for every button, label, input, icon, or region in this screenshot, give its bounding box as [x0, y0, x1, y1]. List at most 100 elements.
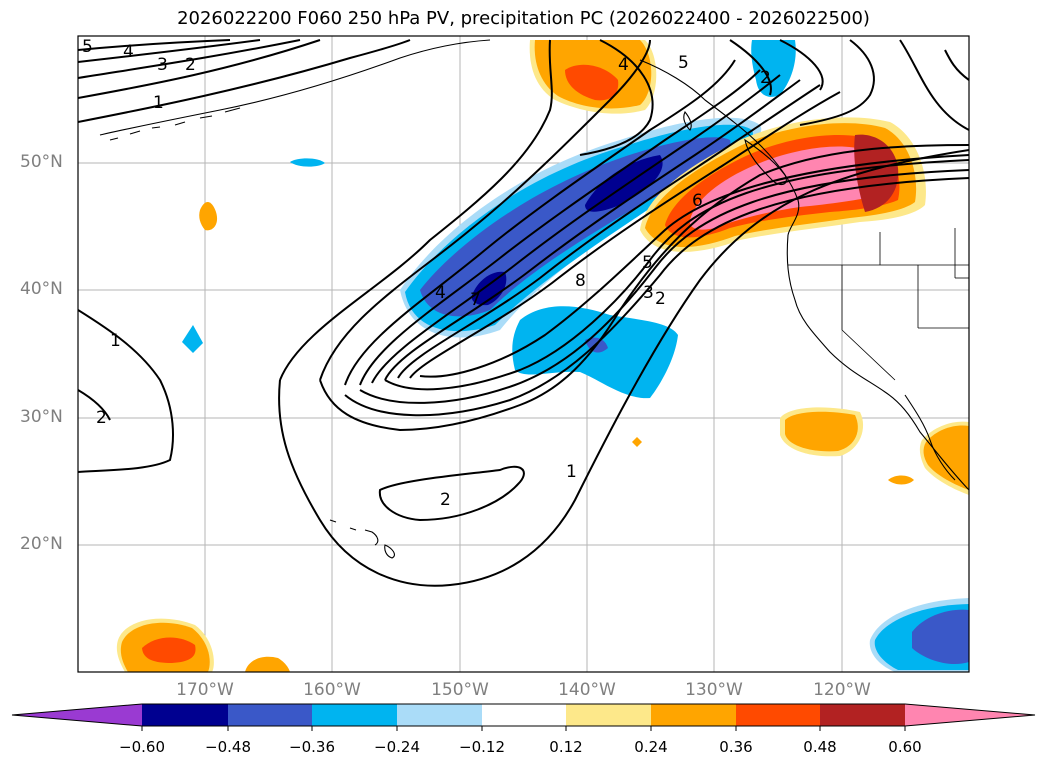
pv-contour-west-2 — [78, 389, 111, 421]
map-title: 2026022200 F060 250 hPa PV, precipitatio… — [177, 8, 870, 29]
us-west-coast — [786, 234, 969, 491]
colorbar-tick-label: −0.48 — [205, 738, 251, 756]
plot-area: 5 4 3 2 1 1 2 2 1 4 7 8 5 3 2 6 2 5 4 — [78, 36, 969, 672]
colorbar-segment — [397, 704, 482, 726]
colorbar — [11, 703, 1036, 731]
pos-baja-orange — [923, 425, 969, 490]
pv-contour-nw-4 — [78, 39, 261, 63]
colorbar-extend-right — [905, 704, 1035, 726]
pv-contour-nw-1 — [78, 39, 411, 123]
pv-contour-north-c — [779, 39, 824, 91]
colorbar-segment — [482, 704, 566, 726]
contour-label: 1 — [153, 93, 164, 113]
contour-label: 3 — [157, 55, 168, 75]
contour-label: 4 — [618, 55, 629, 75]
lat-label: 50°N — [20, 152, 63, 172]
colorbar-segment — [736, 704, 820, 726]
colorbar-segment — [566, 704, 651, 726]
neg-band-navy — [585, 155, 663, 212]
pv-contour-ne-1 — [799, 39, 875, 126]
pv-contour-nw-5 — [78, 39, 231, 51]
contour-label: 8 — [575, 271, 586, 291]
colorbar-segment — [228, 704, 312, 726]
hawaii-islands — [329, 519, 395, 559]
pv-contour-2-loop — [378, 465, 525, 522]
coastlines — [99, 39, 969, 559]
lon-label: 160°W — [303, 680, 361, 700]
contour-label: 4 — [435, 283, 446, 303]
colorbar-tick-label: −0.12 — [459, 738, 505, 756]
pos-sw-small — [245, 656, 290, 672]
pv-contour-nw-2 — [78, 39, 321, 99]
pv-contour-ne-2 — [899, 39, 969, 131]
colorbar-tick-label: 0.48 — [803, 738, 837, 756]
pv-contour-4 — [359, 69, 761, 386]
colorbar-segment — [820, 704, 905, 726]
pv-contours — [78, 39, 969, 587]
contour-label: 1 — [566, 462, 577, 482]
baja-peninsula — [904, 394, 956, 481]
aleutian-islands — [109, 107, 241, 141]
contour-labels: 5 4 3 2 1 1 2 2 1 4 7 8 5 3 2 6 2 5 4 — [82, 37, 771, 510]
neg-band-navy-2 — [471, 271, 507, 306]
colorbar-segment — [651, 704, 736, 726]
neg-se-blue — [912, 609, 969, 665]
contour-label: 2 — [655, 289, 666, 309]
bc-coast — [639, 59, 800, 236]
neg-north-blob — [751, 40, 796, 97]
pv-contour-3 — [344, 59, 736, 386]
contour-label: 2 — [760, 68, 771, 88]
lat-label: 30°N — [20, 407, 63, 427]
pv-contour-outer-1 — [278, 39, 969, 587]
pv-contour-6 — [384, 79, 801, 381]
pv-contour-ne-3 — [944, 49, 969, 81]
pos-small-2 — [632, 437, 642, 447]
pv-contour-west-1 — [78, 309, 174, 473]
contour-label: 5 — [82, 37, 93, 57]
colorbar-tick-label: −0.24 — [374, 738, 420, 756]
contour-label: 1 — [110, 331, 121, 351]
pos-sw-red — [142, 637, 196, 663]
contour-label: 5 — [678, 53, 689, 73]
colorbar-tick-label: 0.36 — [719, 738, 753, 756]
haida-gwaii — [683, 111, 692, 131]
colorbar-segment — [142, 704, 228, 726]
contour-label: 6 — [692, 191, 703, 211]
pv-contour-8 — [409, 91, 841, 379]
neg-small-blob-1 — [290, 158, 325, 167]
colorbar-tick-label: 0.24 — [634, 738, 668, 756]
pv-contour-inner-d — [419, 154, 969, 378]
pv-contour-nw-3 — [78, 39, 301, 79]
pos-small-baja — [888, 475, 914, 485]
pv-contour-north-a — [579, 39, 654, 156]
pos-small-1 — [199, 201, 218, 231]
pv-contour-inner-b — [359, 169, 969, 404]
alaska-coast — [99, 39, 491, 136]
lat-label: 20°N — [20, 534, 63, 554]
contour-label: 4 — [123, 42, 134, 62]
lon-label: 150°W — [431, 680, 489, 700]
pos-east-blob — [785, 411, 858, 452]
pos-north-red — [565, 64, 619, 101]
neg-small-blob-2 — [182, 325, 203, 353]
pv-contour-7 — [397, 84, 821, 379]
contour-label: 7 — [470, 290, 481, 310]
pv-contour-5 — [371, 74, 781, 384]
pv-contour-inner-c — [344, 177, 969, 417]
contour-label: 5 — [642, 253, 653, 273]
pos-band-pink — [689, 146, 882, 230]
lon-label: 170°W — [176, 680, 234, 700]
contour-label: 2 — [185, 55, 196, 75]
pv-contour-north-b — [729, 39, 772, 96]
colorbar-extend-left — [12, 704, 142, 726]
contour-label: 3 — [643, 283, 654, 303]
colorbar-tick-label: 0.12 — [549, 738, 583, 756]
vancouver-island — [744, 138, 787, 186]
pos-band-maroon — [854, 134, 899, 212]
political-borders — [788, 228, 969, 381]
lat-label: 40°N — [20, 279, 63, 299]
lon-label: 140°W — [558, 680, 616, 700]
contour-label: 2 — [440, 490, 451, 510]
colorbar-tick-label: 0.60 — [888, 738, 922, 756]
